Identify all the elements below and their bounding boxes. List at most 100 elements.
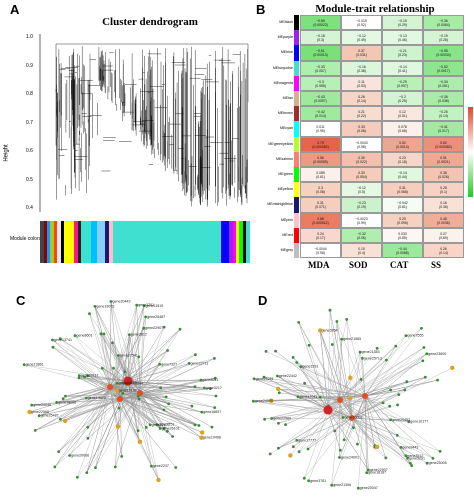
network-node — [167, 402, 171, 406]
module-color-swatch — [294, 136, 299, 152]
network-node — [406, 456, 409, 460]
heatmap-row-label: MEred — [282, 232, 293, 237]
network-node — [33, 429, 37, 432]
network-node — [137, 439, 143, 444]
network-node — [199, 378, 203, 382]
network-node-label: gene25487 — [41, 414, 59, 418]
network-node — [307, 479, 310, 483]
network-node — [136, 429, 140, 433]
network-node-label: gene10002 — [345, 416, 363, 420]
dendrogram-title: Cluster dendrogram — [102, 16, 198, 28]
dendrogram-yticks: 1.0 0.9 0.8 0.7 0.6 0.5 0.4 — [26, 34, 38, 214]
network-node-label: gene3854 — [322, 329, 338, 333]
heatmap-row-label: MEturquoise — [272, 65, 293, 70]
network-node-label: gene21356 — [333, 483, 351, 487]
network-node — [394, 344, 398, 348]
network-node — [155, 423, 159, 426]
dendrogram-ytick: 0.6 — [26, 148, 33, 154]
network-node — [117, 406, 121, 410]
heatmap-row-label: MEyellow — [277, 187, 293, 192]
module-color-swatch — [294, 15, 299, 31]
dendrogram-ytick: 1.0 — [26, 34, 33, 40]
heatmap-row-label: MEpink — [281, 217, 293, 222]
network-node — [77, 374, 81, 378]
heatmap-cell: −0.23 (0.19) — [341, 197, 382, 213]
network-node-label: gene25487 — [147, 315, 165, 319]
network-node — [306, 447, 310, 451]
heatmap-cell: 0.79 (0.000052) — [300, 136, 341, 152]
network-node — [178, 327, 182, 331]
dendrogram-plot — [39, 34, 249, 212]
heatmap-cell: −0.34 (0.051) — [423, 75, 464, 91]
heatmap-title: Module-trait relationship — [315, 3, 435, 15]
network-node-label: gene21565 — [343, 337, 361, 341]
network-node — [127, 333, 131, 337]
heatmap-cell: −0.0043 (0.98) — [341, 136, 382, 152]
network-node-label: gene22560 — [31, 410, 49, 414]
dendrogram-ytick: 0.9 — [26, 62, 33, 69]
heatmap-cell: 0.3 (0.08) — [300, 182, 341, 198]
network-node-label: gene17041 — [299, 395, 317, 399]
network-node — [117, 354, 120, 357]
network-node-label: gene22907 — [370, 468, 388, 472]
network-node — [450, 365, 455, 370]
network-node-label: gene13861 — [26, 363, 44, 367]
network-node — [150, 464, 153, 468]
heatmap-row-label: MEgreen — [278, 172, 293, 176]
network-node — [274, 349, 277, 353]
heatmap-cell: 0.089 (0.61) — [300, 167, 341, 183]
heatmap-cell: −0.13 (0.46) — [382, 30, 423, 46]
heatmap-cell: 0.39 (0.022) — [341, 151, 382, 167]
heatmap-cell: −0.12 (0.49) — [341, 30, 382, 46]
heatmap-row-label: MEtan — [282, 96, 293, 100]
network-node — [144, 315, 148, 319]
network-node — [199, 435, 204, 440]
network-node — [288, 453, 293, 458]
network-node — [187, 362, 191, 365]
heatmap-cell: −0.33 (0.057) — [300, 60, 341, 76]
module-color-swatch — [294, 227, 299, 243]
heatmap-cell: 0.38 (0.026) — [423, 167, 464, 183]
network-node — [296, 395, 300, 399]
network-d: gene21383gene21565gene24001gene18187gene… — [252, 308, 455, 490]
network-node — [338, 448, 342, 452]
network-node — [114, 388, 120, 393]
module-color-swatch — [294, 167, 299, 183]
heatmap-cell: −0.0023 (0.99) — [341, 212, 382, 228]
network-node — [404, 454, 408, 458]
heatmap-cell: 0.48 (0.0036) — [423, 212, 464, 228]
network-node — [164, 395, 168, 399]
network-hub-node — [337, 397, 343, 403]
network-node-label: gene22711 — [191, 361, 209, 365]
heatmap-cell: −0.61 (0.00013) — [300, 45, 341, 61]
heatmap-cell: 0.23 (0.18) — [382, 151, 423, 167]
module-color-swatch — [294, 91, 299, 107]
heatmap-cell: 0.33 (0.06) — [341, 121, 382, 137]
network-node — [421, 359, 425, 363]
network-node — [356, 442, 359, 446]
network-node — [135, 303, 139, 307]
network-node-label: gene3612 — [131, 333, 147, 337]
network-node — [37, 414, 41, 418]
network-node — [162, 325, 166, 329]
network-node-label: gene16697 — [203, 410, 221, 414]
heatmap-cell: −0.29 (0.097) — [382, 75, 423, 91]
network-node-label: gene25713 — [364, 356, 382, 360]
network-node — [270, 417, 274, 420]
heatmap-cell: 0.011 (0.95) — [300, 121, 341, 137]
network-node — [77, 376, 81, 380]
network-node — [277, 446, 280, 450]
network-node — [374, 444, 380, 449]
network-node-label: gene25005 — [429, 461, 447, 465]
network-node — [62, 418, 68, 424]
network-node — [295, 361, 299, 364]
network-node — [381, 401, 385, 405]
network-node — [405, 380, 409, 384]
network-node — [358, 350, 362, 354]
network-node — [197, 424, 201, 427]
network-node — [200, 430, 205, 435]
heatmap-column-label: SOD — [349, 260, 368, 271]
network-node-label: gene24005 — [255, 399, 273, 403]
network-node-label: gene13741 — [54, 338, 72, 342]
heatmap-row-label: MEpurple — [277, 35, 293, 40]
